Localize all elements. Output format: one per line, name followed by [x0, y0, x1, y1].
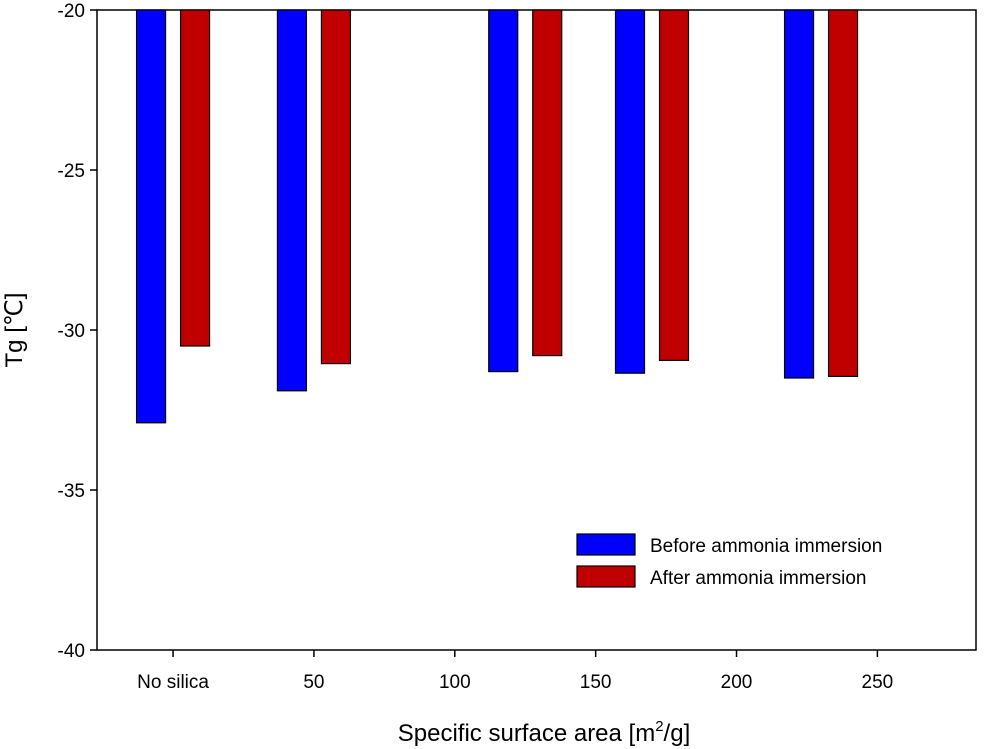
y-tick-label: -40 — [58, 641, 85, 662]
legend: Before ammonia immersion After ammonia i… — [576, 533, 882, 589]
bar-after-3 — [658, 9, 690, 361]
bars-group — [135, 9, 859, 424]
x-axis: No silica 50 100 150 200 250 — [137, 650, 893, 693]
bar-after-2 — [532, 9, 563, 357]
bar-before-4 — [783, 9, 815, 379]
x-tick-label: 150 — [580, 672, 612, 693]
x-tick-label: 250 — [862, 672, 894, 693]
bar-before-1 — [276, 9, 308, 392]
y-tick-label: -20 — [58, 1, 85, 22]
x-axis-title-tail: /g] — [664, 720, 691, 747]
y-tick-label: -35 — [58, 481, 85, 502]
x-tick-label: No silica — [137, 672, 209, 693]
x-tick-label: 50 — [303, 672, 324, 693]
y-axis: -20 -25 -30 -35 -40 — [58, 1, 97, 662]
y-tick-label: -30 — [58, 321, 85, 342]
bar-before-0 — [135, 9, 167, 424]
legend-swatch-after — [576, 565, 636, 588]
x-tick-label: 200 — [721, 672, 753, 693]
bar-before-3 — [614, 9, 646, 374]
y-tick-label: -25 — [58, 161, 85, 182]
legend-label-before: Before ammonia immersion — [650, 536, 882, 557]
x-axis-title-main: Specific surface area [m — [398, 720, 655, 747]
bar-after-1 — [320, 9, 352, 365]
legend-swatch-before — [576, 533, 636, 556]
bar-before-2 — [488, 9, 519, 373]
y-axis-title: Tg [℃] — [1, 293, 28, 368]
legend-label-after: After ammonia immersion — [650, 568, 866, 589]
x-axis-title-superscript: 2 — [655, 718, 663, 735]
x-tick-label: 100 — [439, 672, 471, 693]
bar-after-4 — [827, 9, 859, 377]
x-axis-title: Specific surface area [m2/g] — [398, 718, 690, 747]
bar-after-0 — [179, 9, 211, 347]
